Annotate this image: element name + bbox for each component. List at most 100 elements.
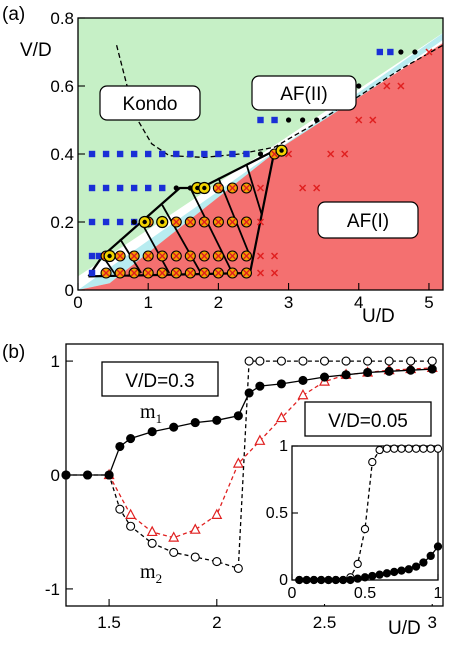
- circled-cross-marker: [212, 250, 224, 262]
- m1-series-marker: [169, 422, 179, 432]
- af1-label-box: AF(I): [317, 201, 419, 239]
- red-cross-marker: [256, 184, 265, 192]
- circled-cross-marker: [114, 267, 126, 279]
- red-cross-marker: [313, 184, 321, 192]
- red-cross-marker: [271, 269, 279, 277]
- m1-label: m1: [140, 401, 162, 426]
- m2-series-marker: [169, 547, 179, 558]
- inset-y-tick-label: 0.5: [266, 505, 288, 522]
- inset-filled-series-marker: [433, 542, 443, 551]
- red-cross-marker: [299, 184, 307, 192]
- v005-label: V/D=0.05: [328, 411, 408, 432]
- circled-cross-marker: [198, 267, 210, 279]
- blue-square-marker: [173, 150, 180, 158]
- panel-label-b: (b): [2, 342, 25, 363]
- axis-ticks: 0 1 2 3 4 5 0 0.2 0.4 0.6 0.8: [50, 9, 433, 312]
- inset-filled-series-marker: [426, 551, 435, 561]
- red-cross-marker: [425, 48, 433, 56]
- circled-cross-marker: [240, 250, 253, 262]
- y-tick-label: 0: [65, 281, 74, 300]
- blue-square-marker: [116, 218, 124, 226]
- m1-series-marker: [61, 470, 71, 480]
- circled-cross-marker: [226, 267, 238, 279]
- inset-ticks: 00 0.5 0.5 1 1: [266, 438, 443, 602]
- circled-cross-marker: [170, 216, 182, 228]
- m2-series-marker: [244, 356, 254, 366]
- panel-label: (a): [2, 4, 25, 25]
- circled-cross-marker: [170, 267, 182, 279]
- yellow-ring-center: [107, 253, 112, 259]
- circled-cross-marker: [226, 182, 238, 194]
- inset-open-series-marker: [368, 457, 377, 467]
- red-cross-marker: [256, 218, 265, 226]
- circled-cross-marker: [170, 250, 182, 262]
- blue-square-marker: [102, 218, 110, 226]
- v03-label-box: V/D=0.3: [101, 361, 219, 397]
- m2-series-marker: [115, 504, 125, 514]
- inset-filled-series-marker: [390, 567, 399, 577]
- inset-filled-series-marker: [368, 571, 377, 581]
- blue-square-marker: [88, 184, 96, 192]
- blue-square-marker: [102, 184, 110, 192]
- x-axis-label: U/D: [362, 306, 395, 327]
- red-cross-marker: [327, 150, 335, 158]
- red-cross-marker: [271, 252, 279, 260]
- circled-cross-marker: [184, 250, 196, 262]
- circled-cross-marker: [240, 182, 253, 194]
- blue-square-marker: [159, 150, 166, 158]
- inset-open-series-marker: [397, 444, 406, 453]
- inset-open-series-marker: [390, 444, 399, 453]
- inset-x-tick-label: 0: [288, 585, 297, 602]
- m2-series-marker: [233, 563, 243, 573]
- kondo-label-box: Kondo: [99, 85, 201, 121]
- circled-cross-marker: [156, 267, 168, 279]
- blue-square-marker: [130, 150, 138, 158]
- blue-square-marker: [116, 150, 124, 158]
- m2-series-marker: [276, 356, 286, 366]
- inset-filled-series-marker: [411, 562, 421, 571]
- blue-square-marker: [130, 184, 138, 192]
- inset-open-series-marker: [360, 524, 370, 534]
- x-tick-label-b: 3: [427, 613, 436, 632]
- inset: 00 0.5 0.5 1 1 V/D=0.05: [266, 401, 443, 604]
- blue-square-marker: [88, 252, 96, 260]
- inset-filled-series-marker: [338, 575, 348, 585]
- blue-square-marker: [88, 269, 96, 277]
- m1-series-marker: [147, 427, 157, 437]
- m1-series-marker: [233, 411, 243, 421]
- circled-cross-marker: [128, 267, 140, 279]
- blue-square-marker: [201, 150, 208, 158]
- yellow-ring-center: [279, 148, 284, 153]
- blue-square-marker: [159, 184, 166, 192]
- inset-y-tick-label: 1: [279, 438, 288, 455]
- blue-square-marker: [215, 150, 222, 158]
- circled-cross-marker: [198, 216, 210, 228]
- circled-cross-marker: [114, 250, 126, 262]
- triangle-series-marker: [254, 434, 266, 445]
- circled-cross-marker: [212, 267, 224, 279]
- circled-cross-marker: [212, 216, 224, 228]
- y-axis-label: V/D: [20, 40, 52, 61]
- m1-series-marker: [190, 418, 200, 428]
- inset-filled-series-marker: [419, 558, 428, 567]
- m2-series-marker: [147, 538, 157, 548]
- yellow-ring-center: [160, 219, 165, 225]
- black-dot-marker: [356, 83, 362, 89]
- triangle-series-marker: [232, 457, 244, 468]
- red-cross-marker: [383, 82, 391, 90]
- magnetization-panel: 1.5 2 2.5 3-101 (b) U/D V/D=0.3 m1 m2 000.5…: [2, 342, 444, 639]
- x-tick-label-b: 1.5: [97, 613, 121, 632]
- m1-series-marker: [427, 364, 437, 374]
- circled-cross-marker: [240, 216, 253, 228]
- blue-square-marker: [243, 150, 250, 158]
- m1-series-marker: [406, 365, 416, 375]
- m2-series-marker: [363, 356, 373, 366]
- red-cross-marker: [397, 82, 405, 90]
- black-dot-marker: [131, 219, 137, 225]
- m1-series-marker: [255, 381, 265, 391]
- triangle-series-marker: [275, 411, 287, 423]
- blue-square-marker: [271, 116, 278, 124]
- inset-open-series-marker: [426, 444, 435, 453]
- y-tick-label: 0.2: [50, 213, 74, 232]
